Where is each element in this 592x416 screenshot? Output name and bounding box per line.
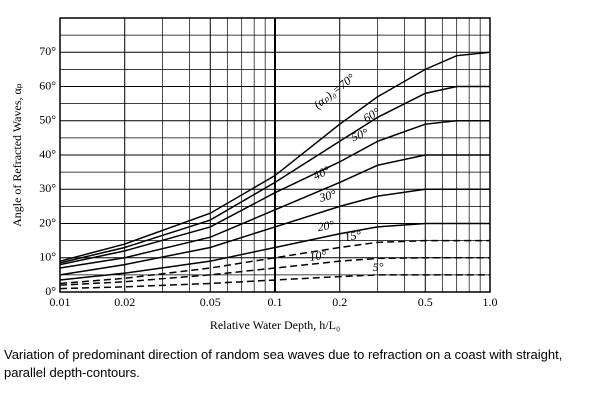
series-label: (αₚ)₀=70° [311, 70, 358, 111]
chart: Angle of Refracted Waves, αₚ Relative Wa… [10, 17, 498, 332]
y-tick-label: 10° [39, 250, 56, 264]
series-line [59, 51, 491, 262]
series-line [59, 257, 490, 286]
series-label: 60° [361, 105, 383, 126]
x-tick-label: 0.01 [50, 295, 71, 309]
series-label: 40° [311, 163, 332, 183]
series-line [59, 274, 490, 290]
y-axis-label: Angle of Refracted Waves, αₚ [10, 83, 24, 227]
series-line [59, 222, 490, 281]
x-axis-label: Relative Water Depth, h/L₀ [210, 318, 340, 332]
caption: Variation of predominant direction of ra… [4, 347, 563, 380]
series-label: 50° [349, 125, 370, 144]
series-label: 5° [373, 260, 384, 274]
series-label: 30° [317, 187, 338, 205]
series-label: 10° [309, 248, 328, 264]
series-line [59, 154, 490, 269]
x-tick-label: 0.2 [332, 295, 347, 309]
x-tick-label: 0.5 [418, 295, 433, 309]
y-tick-label: 40° [39, 147, 56, 161]
x-tick-label: 0.1 [268, 295, 283, 309]
y-tick-label: 60° [39, 78, 56, 92]
x-tick-label: 0.02 [114, 295, 135, 309]
x-tick-label: 1.0 [483, 295, 498, 309]
y-tick-label: 20° [39, 215, 56, 229]
x-tick-label: 0.05 [200, 295, 221, 309]
series-line [59, 239, 490, 285]
series-line [59, 188, 490, 276]
y-tick-label: 70° [39, 44, 56, 58]
series-label: 20° [316, 217, 335, 234]
series-line [59, 85, 490, 264]
series-line [59, 120, 490, 266]
y-tick-label: 30° [39, 181, 56, 195]
series-label: 15° [343, 227, 362, 244]
y-tick-label: 50° [39, 113, 56, 127]
y-tick-label: 0° [45, 284, 56, 298]
